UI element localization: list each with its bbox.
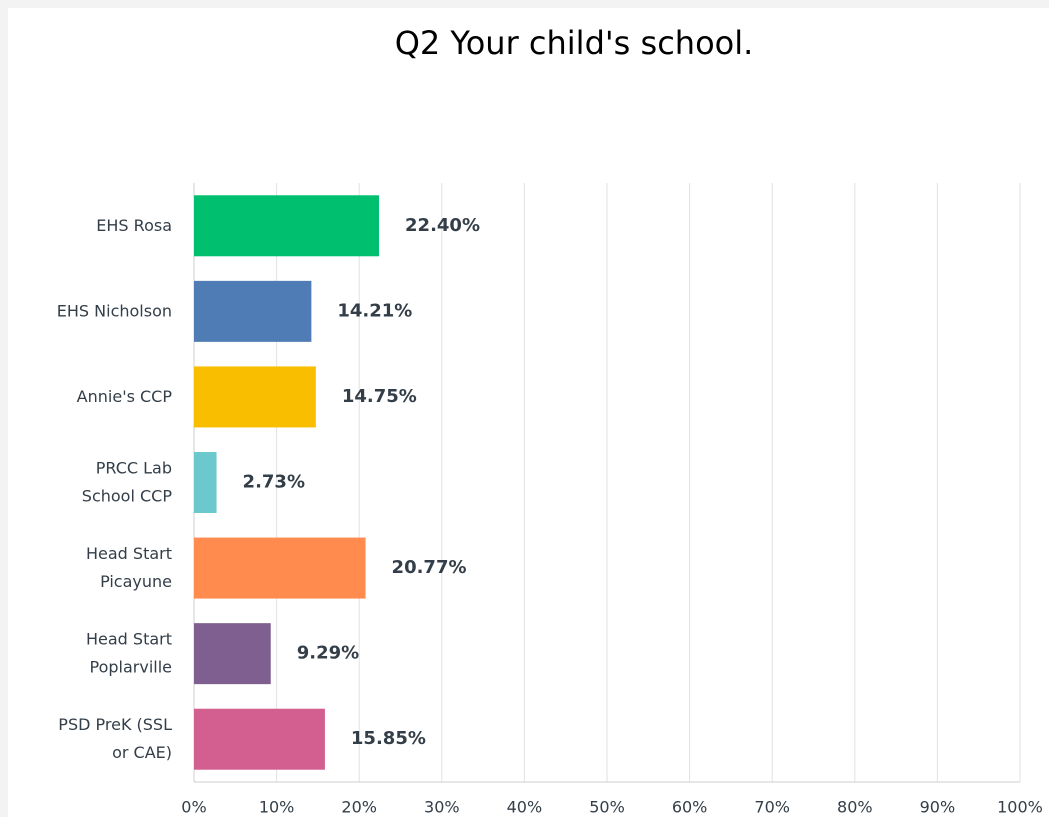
x-tick-label: 60% xyxy=(672,798,708,817)
value-label: 22.40% xyxy=(405,215,480,236)
bar xyxy=(194,708,325,770)
x-tick-label: 70% xyxy=(754,798,790,817)
chart-title: Q2 Your child's school. xyxy=(395,24,754,62)
bar xyxy=(194,280,312,342)
x-tick-label: 30% xyxy=(424,798,460,817)
bar xyxy=(194,623,271,685)
bar xyxy=(194,537,366,599)
value-label: 14.75% xyxy=(342,386,417,407)
y-tick-label: Head Start Picayune xyxy=(86,544,172,591)
x-tick-label: 100% xyxy=(997,798,1043,817)
y-tick-label: PSD PreK (SSL or CAE) xyxy=(58,715,172,762)
y-tick-label: Annie's CCP xyxy=(77,386,173,405)
background xyxy=(8,8,1049,817)
y-tick-label: EHS Nicholson xyxy=(57,301,172,320)
x-tick-label: 40% xyxy=(507,798,543,817)
value-label: 2.73% xyxy=(243,472,305,493)
x-tick-label: 20% xyxy=(341,798,377,817)
value-label: 20.77% xyxy=(392,557,467,578)
y-tick-label: EHS Rosa xyxy=(96,215,172,234)
value-label: 15.85% xyxy=(351,728,426,749)
bar xyxy=(194,366,316,428)
y-tick-label: PRCC Lab School CCP xyxy=(82,458,173,505)
x-tick-label: 90% xyxy=(920,798,956,817)
x-tick-label: 10% xyxy=(259,798,295,817)
bar xyxy=(194,195,380,257)
x-tick-label: 0% xyxy=(181,798,206,817)
x-tick-label: 80% xyxy=(837,798,873,817)
value-label: 9.29% xyxy=(297,643,359,664)
y-tick-label: Head Start Poplarville xyxy=(86,629,172,676)
x-tick-label: 50% xyxy=(589,798,625,817)
value-label: 14.21% xyxy=(337,300,412,321)
bar xyxy=(194,452,217,513)
